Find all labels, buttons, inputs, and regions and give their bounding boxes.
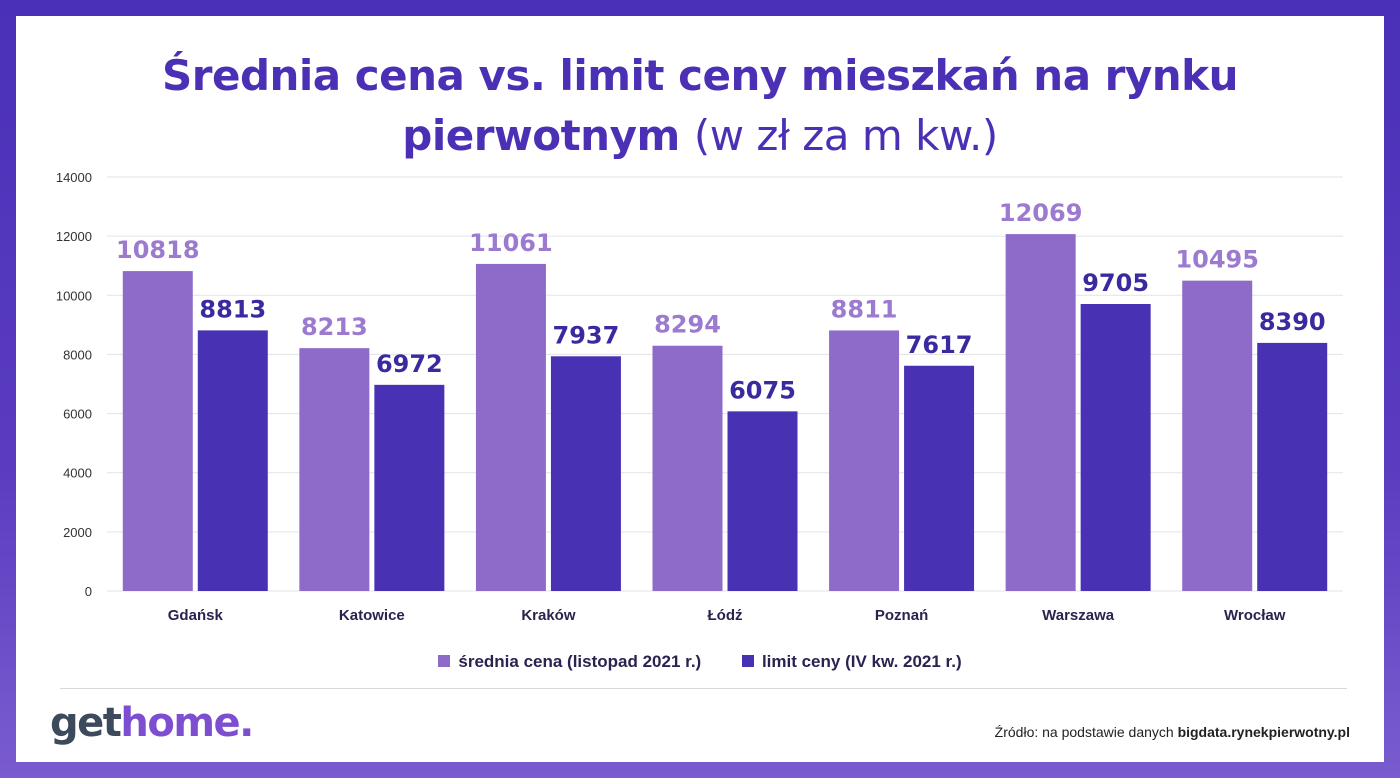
source-prefix: Źródło: na podstawie danych: [994, 724, 1174, 740]
y-tick-label: 10000: [56, 288, 92, 303]
x-tick-label: Kraków: [521, 607, 576, 624]
title-unit: (w zł za m kw.): [693, 111, 998, 160]
data-label-avg: 10495: [1175, 246, 1259, 274]
bar-price-limit: [904, 365, 975, 591]
bar-avg-price: [652, 345, 723, 591]
bar-price-limit: [1080, 304, 1151, 591]
x-tick-label: Katowice: [339, 607, 405, 624]
data-label-limit: 9705: [1082, 269, 1149, 297]
data-label-limit: 7617: [906, 331, 973, 359]
logo-part-home: home.: [120, 700, 254, 746]
bar-price-limit: [727, 411, 798, 591]
chart-card: Średnia cena vs. limit ceny mieszkań na …: [16, 16, 1384, 762]
y-tick-label: 8000: [63, 347, 92, 362]
data-label-avg: 12069: [999, 199, 1083, 227]
legend-swatch-avg: [438, 655, 451, 667]
legend-item-avg: średnia cena (listopad 2021 r.): [438, 652, 701, 672]
data-label-limit: 6972: [376, 350, 443, 378]
x-tick-label: Warszawa: [1042, 607, 1115, 624]
legend-label-avg: średnia cena (listopad 2021 r.): [458, 652, 702, 671]
bar-avg-price: [829, 330, 900, 591]
data-label-avg: 11061: [469, 229, 553, 257]
bar-avg-price: [1182, 280, 1253, 591]
y-tick-label: 14000: [56, 170, 92, 185]
bar-avg-price: [1005, 234, 1076, 592]
y-tick-label: 4000: [63, 466, 92, 481]
y-tick-label: 6000: [63, 407, 92, 422]
bar-avg-price: [299, 348, 370, 591]
chart-title: Średnia cena vs. limit ceny mieszkań na …: [16, 46, 1384, 166]
title-line-2: pierwotnym (w zł za m kw.): [16, 106, 1384, 166]
bar-price-limit: [374, 384, 445, 591]
y-tick-label: 0: [85, 584, 92, 599]
bar-price-limit: [550, 356, 621, 591]
data-label-limit: 7937: [553, 321, 620, 349]
data-label-avg: 8811: [831, 295, 898, 323]
logo-part-get: get: [50, 700, 122, 746]
bar-price-limit: [197, 330, 268, 591]
data-label-avg: 8213: [301, 313, 368, 341]
bar-avg-price: [475, 263, 546, 591]
y-tick-label: 12000: [56, 229, 92, 244]
title-bold-part: pierwotnym: [402, 111, 680, 160]
bar-chart: 0 2000 4000 6000 8000 10000 12000 14000 10818 881…: [56, 170, 1343, 624]
data-label-avg: 8294: [654, 311, 721, 339]
x-tick-label: Gdańsk: [168, 607, 224, 624]
footer-divider: [60, 688, 1347, 689]
x-tick-label: Poznań: [875, 607, 928, 624]
data-label-limit: 8390: [1259, 308, 1326, 336]
source-note: Źródło: na podstawie danych bigdata.ryne…: [995, 724, 1350, 740]
legend: średnia cena (listopad 2021 r.) limit ce…: [16, 652, 1384, 672]
legend-swatch-limit: [741, 655, 754, 667]
gethome-logo: gethome.: [50, 700, 254, 746]
x-tick-label: Łódź: [708, 607, 743, 624]
legend-label-limit: limit ceny (IV kw. 2021 r.): [761, 652, 962, 671]
source-site: bigdata.rynekpierwotny.pl: [1177, 724, 1350, 740]
bar-price-limit: [1257, 342, 1328, 591]
legend-item-limit: limit ceny (IV kw. 2021 r.): [741, 652, 962, 672]
x-tick-label: Wrocław: [1224, 607, 1286, 624]
title-line-1: Średnia cena vs. limit ceny mieszkań na …: [162, 51, 1238, 100]
data-label-limit: 6075: [729, 376, 796, 404]
bar-avg-price: [122, 271, 193, 591]
y-tick-label: 2000: [63, 525, 92, 540]
data-label-avg: 10818: [116, 236, 200, 264]
data-label-limit: 8813: [199, 295, 266, 323]
